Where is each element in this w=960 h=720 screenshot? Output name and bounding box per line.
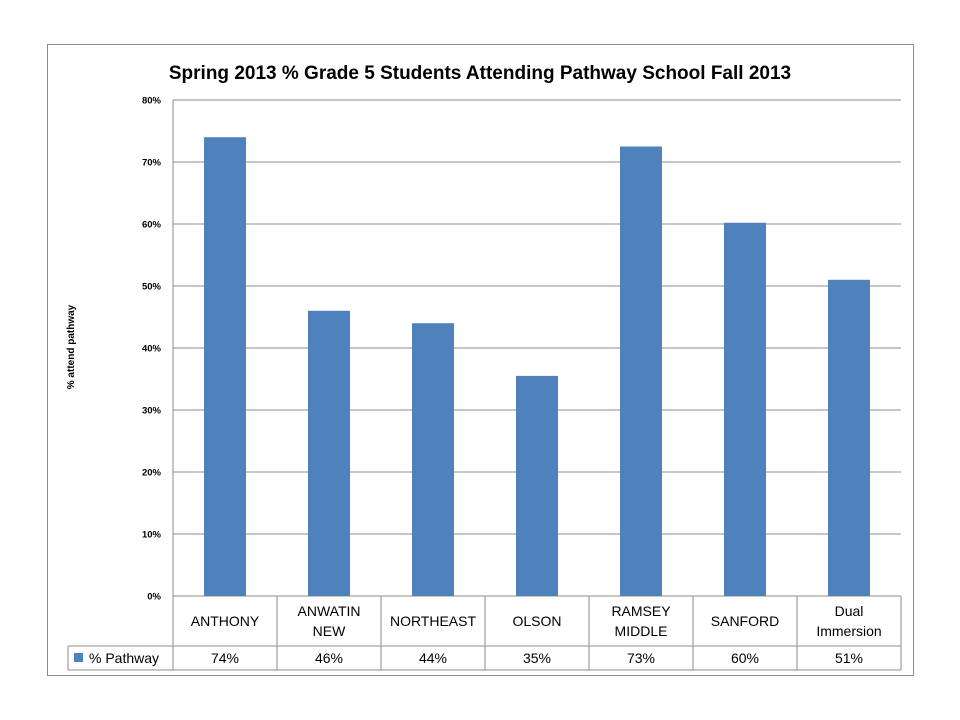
category-label: OLSON [512, 613, 561, 629]
category-label: NEW [313, 623, 346, 639]
y-tick-label: 50% [142, 282, 162, 293]
y-tick-label: 60% [142, 220, 162, 231]
gridlines [172, 99, 901, 597]
bar [620, 146, 662, 596]
bar [204, 137, 246, 596]
bar [828, 279, 870, 596]
bar [412, 323, 454, 596]
data-label: 44% [419, 650, 447, 666]
bar [308, 310, 350, 596]
y-tick-label: 30% [142, 406, 162, 417]
category-label: Dual [835, 603, 864, 619]
data-label: 60% [731, 650, 759, 666]
category-label: ANTHONY [191, 613, 260, 629]
category-label: MIDDLE [615, 623, 668, 639]
category-label: NORTHEAST [390, 613, 477, 629]
y-tick-label: 70% [142, 158, 162, 169]
y-tick-label: 10% [142, 530, 162, 541]
y-tick-label: 40% [142, 344, 162, 355]
bar [724, 222, 766, 596]
bars [204, 137, 870, 596]
y-tick-label: 0% [147, 592, 161, 603]
category-label: ANWATIN [298, 603, 361, 619]
legend-key [74, 653, 83, 662]
chart-svg: Spring 2013 % Grade 5 Students Attending… [66, 63, 902, 671]
category-label: SANFORD [711, 613, 779, 629]
data-label: 51% [835, 650, 863, 666]
y-tick-labels: 0% 10% 20% 30% 40% 50% 60% 70% 80% [142, 96, 162, 603]
data-label: 74% [211, 650, 239, 666]
data-label: 46% [315, 650, 343, 666]
y-tick-label: 20% [142, 468, 162, 479]
y-tick-label: 80% [142, 96, 162, 107]
data-label: 35% [523, 650, 551, 666]
data-label: 73% [627, 650, 655, 666]
category-label: Immersion [816, 623, 881, 639]
chart-title: Spring 2013 % Grade 5 Students Attending… [169, 63, 791, 84]
y-axis-label: % attend pathway [66, 304, 77, 389]
legend-label: % Pathway [89, 650, 159, 666]
bar [516, 375, 558, 596]
data-table: ANTHONY ANWATIN NEW NORTHEAST OLSON RAMSEY MID… [67, 596, 902, 671]
chart-frame: Spring 2013 % Grade 5 Students Attending… [47, 44, 914, 676]
category-label: RAMSEY [611, 603, 671, 619]
